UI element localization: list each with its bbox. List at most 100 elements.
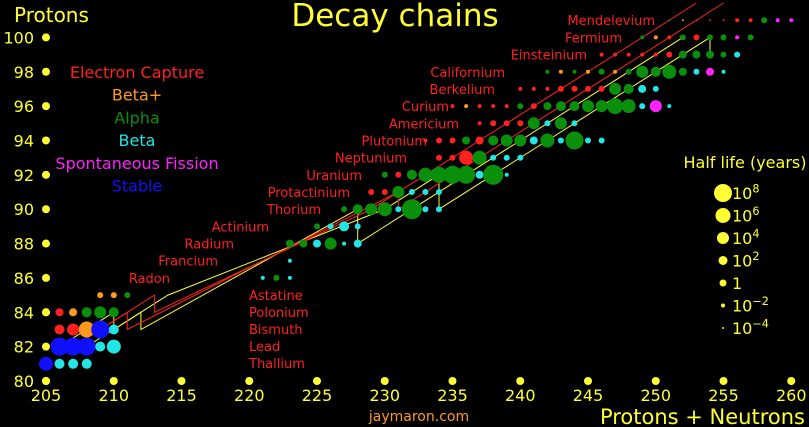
- y-tick-label-98: 98: [14, 63, 34, 82]
- nuclide-point-258-101: [761, 17, 768, 24]
- nuclide-point-249-97: [638, 84, 647, 93]
- nuclide-point-252-99: [678, 50, 687, 59]
- x-tick-dot-225: [313, 377, 321, 385]
- nuclide-point-210-85: [110, 292, 117, 299]
- nuclide-point-209-83: [91, 320, 110, 339]
- nuclide-point-242-94: [540, 133, 555, 148]
- nuclide-point-241-96: [530, 103, 537, 110]
- nuclide-point-246-99: [599, 52, 604, 57]
- nuclide-point-250-100: [653, 35, 658, 40]
- half-life-label-5: 10−2: [732, 295, 769, 316]
- nuclide-point-244-98: [572, 69, 577, 74]
- y-tick-label-84: 84: [14, 303, 34, 322]
- nuclide-point-244-95: [571, 120, 578, 127]
- nuclide-point-252-100: [679, 34, 686, 41]
- y-tick-dot-100: [42, 33, 50, 42]
- y-tick-label-86: 86: [14, 269, 34, 288]
- nuclide-point-225-88: [313, 239, 321, 248]
- nuclide-point-230-92: [381, 171, 388, 178]
- nuclide-point-239-94: [500, 134, 513, 147]
- nuclide-point-235-93: [449, 154, 456, 161]
- nuclide-point-224-88: [299, 239, 308, 248]
- x-tick-label-230: 230: [369, 386, 400, 405]
- element-label-actinium: Actinium: [212, 220, 269, 235]
- nuclide-point-240-94: [514, 134, 527, 147]
- nuclide-point-255-100: [720, 34, 727, 41]
- x-tick-label-255: 255: [708, 386, 739, 405]
- nuclide-point-259-101: [775, 18, 780, 23]
- nuclide-point-208-84: [81, 307, 92, 318]
- half-life-dot-0: [714, 184, 732, 202]
- y-axis-ticks: 80 82 84 86 88 90 92 94 96 98 100: [3, 28, 50, 391]
- nuclide-point-243-97: [557, 85, 564, 92]
- nuclide-point-248-99: [626, 52, 631, 57]
- nuclide-point-226-88: [324, 237, 337, 250]
- x-tick-label-215: 215: [166, 386, 197, 405]
- y-tick-dot-88: [42, 239, 50, 248]
- nuclide-point-235-96: [450, 104, 455, 109]
- nuclide-point-228-88: [353, 239, 362, 248]
- nuclide-point-231-92: [395, 171, 402, 178]
- nuclide-point-233-92: [418, 167, 433, 182]
- nuclide-point-243-94: [557, 137, 564, 144]
- nuclide-point-239-96: [504, 104, 509, 109]
- nuclide-point-253-100: [693, 34, 700, 41]
- nuclide-point-210-82: [106, 339, 121, 354]
- nuclide-point-209-85: [97, 292, 104, 299]
- nuclide-point-251-98: [662, 64, 677, 79]
- nuclide-point-241-94: [529, 136, 538, 145]
- legend-entry-1: Beta+: [112, 86, 162, 105]
- nuclide-point-232-91: [408, 189, 415, 195]
- nuclide-point-242-98: [545, 69, 550, 74]
- nuclide-point-238-95: [490, 120, 497, 127]
- legend-entry-4: Spontaneous Fission: [55, 154, 218, 173]
- legend-entry-2: Alpha: [114, 108, 160, 127]
- nuclide-point-228-89: [354, 223, 361, 230]
- element-label-plutonium: Plutonium: [362, 134, 428, 149]
- nuclide-point-221-86: [260, 275, 265, 280]
- nuclide-point-206-81: [54, 358, 65, 369]
- x-tick-label-220: 220: [234, 386, 265, 405]
- element-label-thallium: Thallium: [248, 357, 305, 372]
- element-label-mendelevium: Mendelevium: [567, 14, 655, 29]
- nuclide-point-256-100: [735, 35, 740, 40]
- nuclide-point-243-98: [558, 69, 563, 74]
- element-label-thorium: Thorium: [266, 203, 321, 218]
- y-tick-label-82: 82: [14, 338, 34, 357]
- half-life-label-3: 102: [732, 250, 759, 271]
- nuclide-point-205-81: [39, 356, 53, 371]
- nuclide-point-245-96: [582, 100, 594, 113]
- nuclide-point-247-97: [609, 82, 622, 95]
- half-life-label-1: 106: [732, 205, 759, 226]
- nuclide-point-239-92: [504, 172, 509, 177]
- nuclide-point-248-96: [621, 99, 636, 114]
- x-tick-dot-260: [787, 377, 796, 385]
- nuclide-point-252-101: [681, 19, 684, 22]
- element-label-einsteinium: Einsteinium: [511, 49, 587, 64]
- nuclide-point-208-83: [78, 321, 95, 338]
- nuclide-point-251-99: [666, 51, 673, 58]
- nuclide-point-235-94: [449, 137, 456, 144]
- nuclide-point-210-83: [108, 324, 119, 335]
- nuclide-point-244-97: [571, 85, 578, 92]
- nuclide-point-253-98: [693, 68, 700, 75]
- nuclide-point-250-96: [649, 100, 662, 113]
- nuclide-point-239-93: [503, 154, 510, 161]
- element-labels-lower: Astatine Polonium Bismuth Lead Thallium: [248, 289, 309, 372]
- nuclide-point-227-89: [339, 221, 350, 232]
- x-tick-dot-255: [719, 377, 728, 385]
- element-label-francium: Francium: [158, 255, 218, 270]
- nuclide-point-247-98: [613, 69, 618, 74]
- nuclide-point-232-90: [401, 199, 422, 220]
- nuclide-points: [39, 17, 794, 371]
- nuclide-point-249-96: [639, 103, 646, 110]
- nuclide-point-209-84: [94, 306, 107, 319]
- decay-chain-line-1: [86, 36, 684, 348]
- nuclide-point-240-97: [518, 86, 523, 91]
- nuclide-point-233-90: [422, 206, 429, 213]
- nuclide-point-232-92: [406, 169, 417, 180]
- nuclide-point-227-90: [341, 206, 348, 213]
- element-label-bismuth: Bismuth: [249, 323, 303, 338]
- element-label-curium: Curium: [402, 100, 449, 115]
- nuclide-point-246-98: [598, 68, 605, 75]
